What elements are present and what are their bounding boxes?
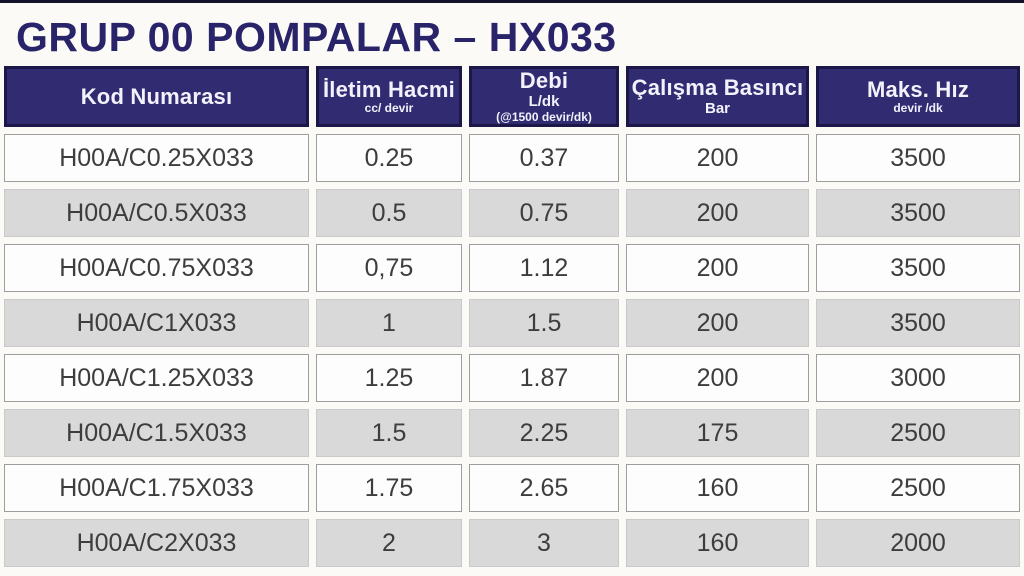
column-header-unit: cc/ devir [364,101,414,116]
cell-kod-row-1: H00A/C0.25X033 [4,134,309,182]
cell-basinc-row-7: 160 [626,464,809,512]
cell-iletim_hacmi-row-1: 0.25 [316,134,462,182]
column-header-maks-hiz: Maks. Hız devir /dk [816,66,1020,127]
cell-basinc-row-1: 200 [626,134,809,182]
cell-debi-row-3: 1.12 [469,244,619,292]
column-header-debi: Debi L/dk (@1500 devir/dk) [469,66,619,127]
column-header-calisma-basinci: Çalışma Basıncı Bar [626,66,809,127]
cell-iletim_hacmi-row-6: 1.5 [316,409,462,457]
cell-basinc-row-4: 200 [626,299,809,347]
pump-spec-table: Kod Numarası İletim Hacmi cc/ devir Debi L/d… [0,66,1024,567]
column-header-unit: Bar [704,100,730,118]
column-header-unit: L/dk [528,93,560,111]
cell-basinc-row-3: 200 [626,244,809,292]
cell-hiz-row-7: 2500 [816,464,1020,512]
cell-hiz-row-2: 3500 [816,189,1020,237]
column-header-kod-numarasi: Kod Numarası [4,66,309,127]
cell-iletim_hacmi-row-8: 2 [316,519,462,567]
cell-iletim_hacmi-row-4: 1 [316,299,462,347]
cell-kod-row-5: H00A/C1.25X033 [4,354,309,402]
cell-hiz-row-5: 3000 [816,354,1020,402]
cell-kod-row-3: H00A/C0.75X033 [4,244,309,292]
cell-hiz-row-1: 3500 [816,134,1020,182]
cell-debi-row-5: 1.87 [469,354,619,402]
cell-debi-row-8: 3 [469,519,619,567]
cell-iletim_hacmi-row-7: 1.75 [316,464,462,512]
cell-kod-row-2: H00A/C0.5X033 [4,189,309,237]
cell-kod-row-4: H00A/C1X033 [4,299,309,347]
column-header-title: Kod Numarası [80,83,233,109]
top-border-strip [0,0,1024,3]
cell-kod-row-8: H00A/C2X033 [4,519,309,567]
cell-iletim_hacmi-row-2: 0.5 [316,189,462,237]
column-header-title: Debi [519,68,569,94]
cell-debi-row-4: 1.5 [469,299,619,347]
cell-hiz-row-6: 2500 [816,409,1020,457]
cell-hiz-row-4: 3500 [816,299,1020,347]
page-title: GRUP 00 POMPALAR – HX033 [16,14,617,60]
cell-debi-row-2: 0.75 [469,189,619,237]
column-header-unit: (@1500 devir/dk) [496,110,592,125]
cell-kod-row-7: H00A/C1.75X033 [4,464,309,512]
column-header-iletim-hacmi: İletim Hacmi cc/ devir [316,66,462,127]
cell-hiz-row-8: 2000 [816,519,1020,567]
cell-debi-row-7: 2.65 [469,464,619,512]
cell-iletim_hacmi-row-3: 0,75 [316,244,462,292]
column-header-title: İletim Hacmi [322,77,455,103]
cell-basinc-row-5: 200 [626,354,809,402]
cell-debi-row-6: 2.25 [469,409,619,457]
cell-kod-row-6: H00A/C1.5X033 [4,409,309,457]
column-header-unit: devir /dk [893,101,943,116]
cell-basinc-row-6: 175 [626,409,809,457]
column-header-title: Maks. Hız [866,77,970,103]
cell-iletim_hacmi-row-5: 1.25 [316,354,462,402]
cell-basinc-row-2: 200 [626,189,809,237]
column-header-title: Çalışma Basıncı [631,75,804,101]
cell-hiz-row-3: 3500 [816,244,1020,292]
cell-debi-row-1: 0.37 [469,134,619,182]
cell-basinc-row-8: 160 [626,519,809,567]
